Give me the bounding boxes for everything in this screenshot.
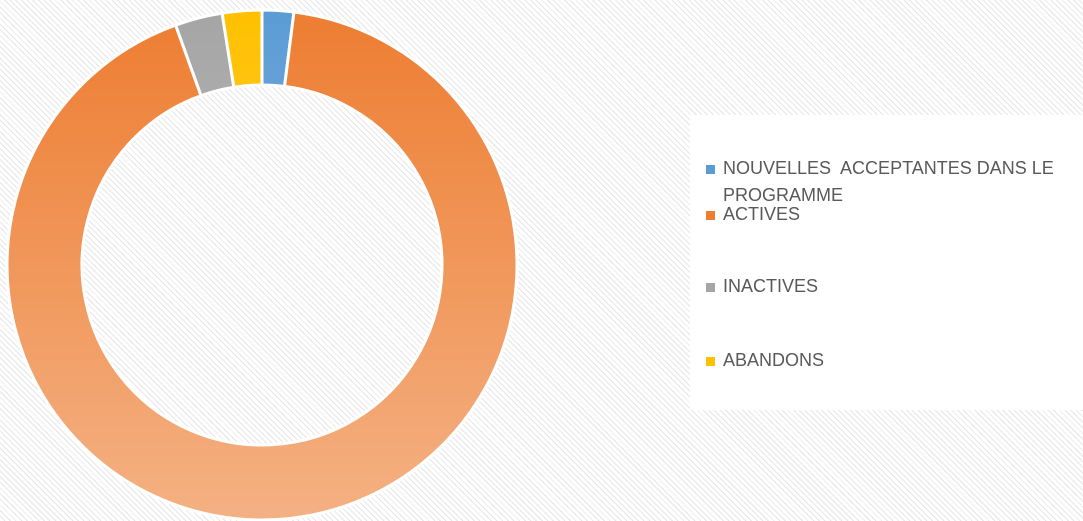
legend-item: ACTIVES (706, 201, 1076, 228)
legend-label: INACTIVES (723, 276, 819, 296)
legend-swatch (706, 211, 715, 220)
legend-item: INACTIVES (706, 273, 1076, 300)
legend-swatch (706, 357, 715, 366)
legend: NOUVELLES ACCEPTANTES DANS LE PROGRAMME A… (690, 115, 1083, 410)
legend-item: NOUVELLES ACCEPTANTES DANS LE PROGRAMME (706, 155, 1076, 209)
legend-swatch (706, 283, 715, 292)
donut-segment (220, 8, 264, 89)
legend-label: ABANDONS (723, 350, 825, 370)
legend-label: ACTIVES (723, 204, 801, 224)
legend-label: NOUVELLES ACCEPTANTES DANS LE PROGRAMME (723, 158, 1059, 205)
legend-item: ABANDONS (706, 347, 1076, 374)
donut-segment (5, 10, 519, 521)
legend-swatch (706, 165, 715, 174)
